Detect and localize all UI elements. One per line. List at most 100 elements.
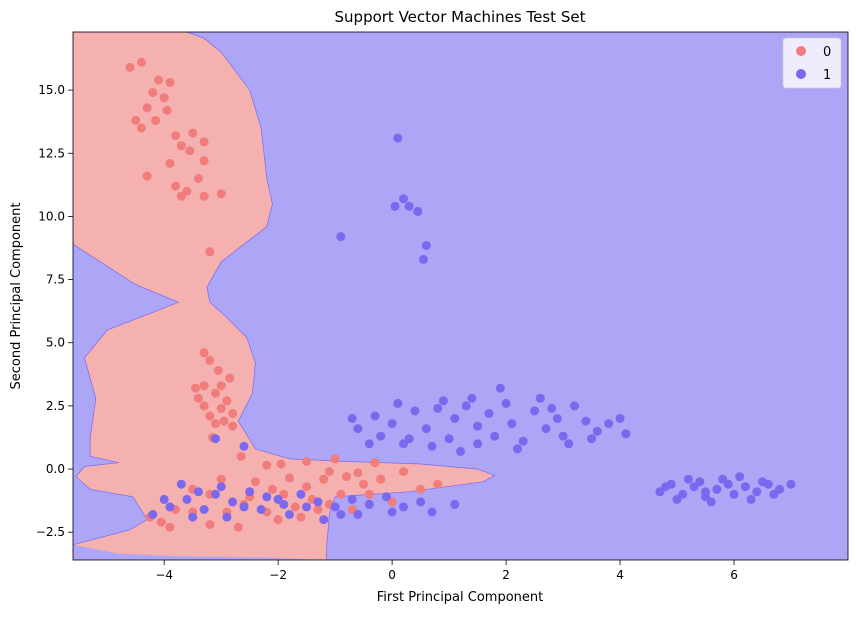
point-class0-34 bbox=[222, 396, 232, 406]
point-class1-67 bbox=[399, 502, 408, 512]
point-class1-68 bbox=[416, 497, 426, 507]
point-class0-31 bbox=[216, 381, 226, 391]
point-class1-52 bbox=[148, 510, 158, 519]
x-tick-label-5: 6 bbox=[730, 568, 738, 582]
point-class1-56 bbox=[211, 489, 220, 499]
point-class1-50 bbox=[399, 439, 408, 449]
point-class0-50 bbox=[399, 467, 408, 477]
x-tick-label-3: 2 bbox=[502, 568, 510, 582]
point-class1-99 bbox=[786, 479, 796, 489]
point-class1-85 bbox=[273, 494, 283, 504]
point-class1-49 bbox=[438, 396, 448, 406]
point-class1-104 bbox=[718, 474, 728, 484]
point-class0-55 bbox=[250, 477, 260, 487]
legend-label-0: 0 bbox=[823, 45, 831, 60]
point-class1-44 bbox=[427, 441, 437, 451]
point-class1-14 bbox=[393, 398, 403, 408]
point-class0-2 bbox=[154, 75, 163, 85]
point-class1-25 bbox=[473, 439, 483, 449]
point-class1-76 bbox=[353, 510, 363, 519]
point-class1-24 bbox=[484, 409, 494, 418]
point-class0-22 bbox=[199, 191, 209, 201]
point-class0-32 bbox=[225, 373, 235, 383]
point-class0-23 bbox=[216, 189, 226, 199]
point-class1-64 bbox=[347, 494, 357, 504]
point-class0-4 bbox=[148, 88, 158, 98]
point-class1-18 bbox=[421, 424, 431, 434]
x-axis-label: First Principal Component bbox=[377, 590, 544, 605]
legend-label-1: 1 bbox=[823, 68, 831, 83]
point-class1-100 bbox=[672, 494, 682, 504]
point-class0-27 bbox=[205, 355, 215, 365]
point-class1-106 bbox=[769, 489, 779, 499]
point-class0-14 bbox=[199, 137, 209, 147]
point-class1-105 bbox=[683, 474, 693, 484]
point-class0-52 bbox=[319, 474, 329, 484]
point-class1-31 bbox=[541, 424, 551, 434]
point-class1-1 bbox=[399, 194, 408, 204]
point-class1-48 bbox=[621, 429, 631, 439]
point-class1-83 bbox=[336, 510, 346, 519]
point-class1-30 bbox=[530, 406, 540, 416]
point-class1-66 bbox=[381, 492, 391, 502]
point-class1-2 bbox=[390, 201, 400, 211]
point-class1-27 bbox=[501, 398, 511, 408]
point-class0-49 bbox=[370, 458, 380, 468]
point-class1-61 bbox=[296, 489, 306, 499]
point-class1-32 bbox=[552, 414, 562, 423]
point-class1-11 bbox=[370, 411, 380, 421]
point-class1-75 bbox=[319, 515, 329, 525]
point-class0-39 bbox=[219, 416, 229, 426]
point-class0-28 bbox=[213, 366, 223, 375]
point-class0-44 bbox=[236, 451, 246, 461]
point-class1-38 bbox=[615, 414, 625, 423]
point-class1-3 bbox=[404, 201, 414, 211]
point-class0-73 bbox=[416, 484, 426, 494]
point-class0-36 bbox=[216, 403, 226, 413]
point-class0-80 bbox=[302, 482, 312, 492]
scatter-points bbox=[125, 57, 796, 532]
point-class1-8 bbox=[211, 434, 220, 444]
point-class0-10 bbox=[151, 115, 161, 125]
point-class0-42 bbox=[193, 393, 203, 403]
point-class1-58 bbox=[245, 487, 255, 497]
point-class1-96 bbox=[752, 487, 762, 497]
point-class0-20 bbox=[171, 181, 181, 191]
point-class1-15 bbox=[410, 406, 420, 416]
y-tick-label-0: −2.5 bbox=[36, 525, 65, 539]
point-class0-26 bbox=[199, 348, 209, 358]
plot-frame bbox=[72, 31, 849, 561]
point-class1-23 bbox=[473, 421, 483, 431]
point-class1-53 bbox=[165, 502, 175, 512]
y-tick-label-6: 12.5 bbox=[38, 146, 65, 160]
point-class0-53 bbox=[342, 472, 351, 482]
point-class0-46 bbox=[276, 459, 286, 469]
point-class1-0 bbox=[393, 133, 403, 143]
point-class0-48 bbox=[330, 454, 340, 464]
point-class1-59 bbox=[262, 492, 272, 502]
point-class0-79 bbox=[267, 484, 277, 494]
point-class0-33 bbox=[211, 388, 220, 398]
y-axis-ticks: −2.5 0.0 2.5 5.0 7.5 10.0 12.5 15.0 bbox=[36, 83, 73, 539]
point-class1-10 bbox=[347, 414, 357, 423]
point-class1-20 bbox=[450, 414, 460, 423]
x-axis-ticks: −4 −2 0 2 4 6 bbox=[155, 560, 738, 582]
point-class0-66 bbox=[273, 515, 283, 525]
x-tick-label-0: −4 bbox=[155, 568, 173, 582]
point-class0-5 bbox=[159, 93, 169, 103]
point-class1-41 bbox=[456, 446, 465, 456]
point-class0-71 bbox=[364, 489, 374, 499]
point-class0-78 bbox=[336, 489, 346, 499]
point-class0-18 bbox=[142, 171, 152, 181]
point-class1-21 bbox=[444, 434, 454, 444]
point-class1-95 bbox=[740, 482, 750, 492]
x-tick-label-2: 0 bbox=[388, 568, 396, 582]
point-class0-56 bbox=[216, 474, 226, 484]
point-class1-12 bbox=[353, 424, 363, 434]
point-class1-16 bbox=[387, 419, 397, 429]
point-class1-7 bbox=[419, 254, 428, 264]
point-class0-76 bbox=[233, 522, 243, 532]
point-class1-40 bbox=[535, 393, 545, 403]
point-class1-73 bbox=[256, 505, 266, 514]
point-class1-28 bbox=[507, 419, 517, 429]
